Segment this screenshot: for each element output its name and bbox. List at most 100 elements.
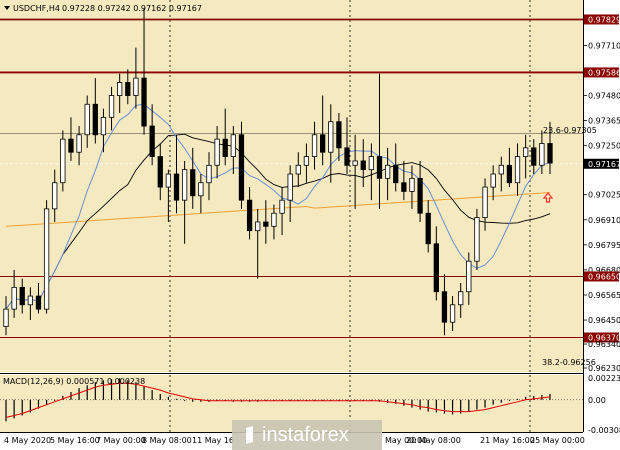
candle-body bbox=[279, 199, 285, 214]
candle-body bbox=[92, 103, 98, 136]
candle-body bbox=[368, 156, 375, 171]
price-label-box bbox=[584, 271, 619, 282]
price-label: 0.96795 bbox=[588, 241, 620, 250]
candle-body bbox=[149, 125, 155, 157]
candle-body bbox=[523, 147, 529, 157]
price-label: 0.96370 bbox=[588, 333, 620, 342]
candle-body bbox=[84, 103, 90, 136]
time-label: 25 May 00:00 bbox=[530, 436, 585, 445]
time-label: 5 May 16:00 bbox=[50, 436, 100, 445]
price-label: 0.97250 bbox=[588, 142, 620, 151]
candle-body bbox=[76, 134, 82, 153]
time-label: 20 May 08:00 bbox=[406, 436, 461, 445]
candle-body bbox=[246, 199, 253, 232]
candle-body bbox=[547, 143, 553, 164]
price-axis: 0.97829 0.97710 0.97586 0.97480 0.97365 0.972… bbox=[583, 14, 620, 435]
time-label: 8 May 08:00 bbox=[142, 436, 192, 445]
candle-body bbox=[498, 164, 504, 175]
candle-body bbox=[328, 121, 334, 153]
candle-body bbox=[474, 217, 480, 262]
candle-body bbox=[352, 160, 358, 166]
macd-axis-label: 0.002234 bbox=[588, 374, 620, 383]
candle-body bbox=[376, 156, 383, 179]
candle-body bbox=[441, 291, 448, 323]
candle-body bbox=[198, 182, 204, 197]
candle-body bbox=[514, 156, 521, 184]
price-label: 0.96450 bbox=[588, 316, 620, 325]
price-label-box bbox=[584, 14, 619, 25]
candle-body bbox=[206, 164, 212, 184]
candle-body bbox=[449, 304, 456, 323]
candle-body bbox=[19, 286, 25, 306]
price-label: 0.97480 bbox=[588, 92, 620, 101]
price-label: 0.96565 bbox=[588, 291, 620, 300]
candle-body bbox=[303, 156, 310, 166]
candle-body bbox=[43, 208, 50, 310]
watermark-logo-icon bbox=[246, 426, 253, 444]
candle-body bbox=[141, 77, 147, 127]
candle-body bbox=[52, 182, 58, 210]
candles bbox=[3, 8, 553, 336]
price-label: 0.97167 bbox=[588, 160, 620, 169]
candle-body bbox=[255, 221, 261, 232]
ohlc-readout: 0.97228 0.97242 0.97162 0.97167 bbox=[62, 4, 202, 13]
time-label: 21 May 16:00 bbox=[480, 436, 535, 445]
candle-body bbox=[181, 169, 188, 201]
candle-body bbox=[295, 164, 301, 175]
candle-body bbox=[68, 138, 74, 153]
price-label-box bbox=[584, 332, 619, 343]
fast-ma-line bbox=[5, 103, 551, 310]
macd-axis-label: -0.003088 bbox=[588, 426, 620, 435]
candle-body bbox=[506, 164, 513, 184]
candle-body bbox=[27, 295, 33, 306]
candle-body bbox=[190, 169, 196, 197]
mid-ma-line bbox=[5, 133, 551, 310]
macd-label: MACD(12,26,9) 0.000571 0.000238 bbox=[3, 377, 145, 386]
time-label: 11 May 16 bbox=[192, 436, 234, 445]
candle-body bbox=[401, 182, 407, 192]
moving-averages bbox=[5, 103, 551, 310]
candle-body bbox=[157, 156, 163, 188]
candle-body bbox=[336, 121, 342, 149]
price-label: 0.96230 bbox=[588, 364, 620, 373]
fib-38-label: 38.2-0.96256 bbox=[542, 358, 596, 367]
price-label: 0.97710 bbox=[588, 41, 620, 50]
price-label: 0.97365 bbox=[588, 117, 620, 126]
candle-body bbox=[311, 134, 318, 157]
candle-body bbox=[133, 77, 139, 96]
candle-body bbox=[60, 138, 66, 184]
candle-body bbox=[531, 147, 537, 166]
candle-body bbox=[11, 286, 17, 310]
fib-23-label: 23.6-0.97305 bbox=[543, 126, 597, 135]
candle-body bbox=[263, 221, 269, 227]
candle-body bbox=[490, 173, 496, 188]
candle-body bbox=[117, 82, 123, 96]
candle-body bbox=[165, 173, 172, 188]
candle-body bbox=[384, 164, 391, 179]
candle-body bbox=[214, 138, 220, 166]
price-label: 0.97829 bbox=[588, 15, 620, 24]
price-label: 0.96650 bbox=[588, 272, 620, 281]
candle-body bbox=[108, 95, 115, 118]
price-label: 0.96910 bbox=[588, 216, 620, 225]
candle-body bbox=[125, 82, 131, 96]
candle-body bbox=[3, 308, 9, 327]
candle-body bbox=[466, 260, 472, 293]
watermark: instaforex bbox=[232, 420, 382, 450]
candle-body bbox=[417, 177, 423, 214]
candle-body bbox=[458, 291, 464, 306]
symbol-label: USDCHF,H4 bbox=[13, 4, 60, 13]
time-label: May 00:00 bbox=[385, 436, 427, 445]
macd-indicator bbox=[0, 378, 583, 422]
candle-body bbox=[360, 160, 366, 171]
candle-body bbox=[222, 138, 228, 157]
candle-body bbox=[320, 134, 326, 153]
candle-body bbox=[230, 134, 236, 157]
symbol-dropdown-icon[interactable] bbox=[4, 6, 10, 10]
price-label: 0.96680 bbox=[588, 266, 620, 275]
macd-axis-label: 0.00 bbox=[588, 396, 606, 405]
macd-signal-line bbox=[5, 382, 551, 418]
time-label: 4 May 2020 bbox=[4, 436, 51, 445]
